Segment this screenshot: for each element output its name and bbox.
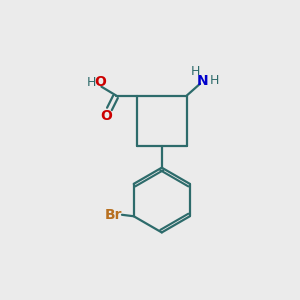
- Text: H: H: [191, 65, 200, 78]
- Text: H: H: [209, 74, 219, 87]
- Text: Br: Br: [105, 208, 122, 222]
- Text: N: N: [197, 74, 209, 88]
- Text: O: O: [94, 75, 106, 89]
- Text: H: H: [87, 76, 96, 89]
- Text: O: O: [100, 109, 112, 122]
